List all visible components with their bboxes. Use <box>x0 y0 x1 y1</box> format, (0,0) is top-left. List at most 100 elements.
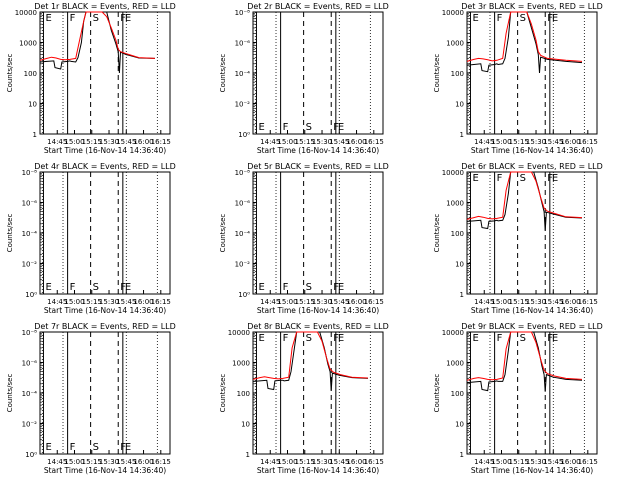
marker-label: F <box>70 282 76 293</box>
y-tick-label: 1000 <box>232 360 250 368</box>
panel-title: Det 1r BLACK = Events, RED = LLD <box>34 2 176 11</box>
y-tick-label: 10 <box>28 101 37 109</box>
marker-label: E <box>552 333 558 344</box>
marker-label: E <box>472 173 478 184</box>
events-line <box>39 11 156 74</box>
marker-label: E <box>258 122 264 133</box>
marker-label: S <box>520 173 526 184</box>
y-tick-label: 10⁰ <box>25 451 37 459</box>
x-tick-label: 16:00 <box>133 138 153 146</box>
panel-title: Det 4r BLACK = Events, RED = LLD <box>34 162 176 171</box>
x-tick-label: 15:30 <box>99 298 119 306</box>
panel-title: Det 8r BLACK = Events, RED = LLD <box>247 322 389 331</box>
x-tick-label: 15:00 <box>491 138 511 146</box>
y-tick-label: 10⁻² <box>235 261 251 269</box>
events-line <box>466 331 583 392</box>
x-tick-label: 15:15 <box>82 458 102 466</box>
x-tick-label: 16:00 <box>346 138 366 146</box>
x-axis-label: Start Time (16-Nov-14 14:36:40) <box>257 146 379 155</box>
panel-det-3: Det 3r BLACK = Events, RED = LLD 1 10 100 10… <box>433 2 603 155</box>
y-tick-label: 10⁻⁸ <box>235 9 251 17</box>
marker-label: F <box>497 173 503 184</box>
y-tick-label: 10⁻⁸ <box>22 329 38 337</box>
y-tick-label: 1 <box>246 451 250 459</box>
x-tick-label: 16:15 <box>578 298 598 306</box>
marker-label: F <box>283 333 289 344</box>
x-tick-label: 15:30 <box>526 138 546 146</box>
y-axis-label: Counts/sec <box>433 214 441 253</box>
x-tick-label: 15:15 <box>82 138 102 146</box>
x-tick-label: 15:15 <box>295 138 315 146</box>
x-axis-label: Start Time (16-Nov-14 14:36:40) <box>44 466 166 475</box>
x-tick-label: 15:30 <box>312 298 332 306</box>
x-tick-label: 15:30 <box>312 458 332 466</box>
x-tick-label: 15:15 <box>295 458 315 466</box>
x-axis-label: Start Time (16-Nov-14 14:36:40) <box>471 146 593 155</box>
y-tick-label: 1000 <box>446 40 464 48</box>
panel-frame <box>252 171 384 295</box>
panel-det-5: Det 5r BLACK = Events, RED = LLD 10⁰ 10⁻² 1… <box>219 162 389 315</box>
x-tick-label: 16:00 <box>560 458 580 466</box>
marker-label: S <box>520 13 526 24</box>
x-tick-label: 15:15 <box>82 298 102 306</box>
y-tick-label: 10⁻⁶ <box>22 200 38 208</box>
marker-label: F <box>497 333 503 344</box>
panel-title: Det 6r BLACK = Events, RED = LLD <box>461 162 603 171</box>
x-tick-label: 14:45 <box>47 458 67 466</box>
panel-frame <box>39 171 171 295</box>
marker-label: S <box>520 333 526 344</box>
y-axis-label: Counts/sec <box>433 54 441 93</box>
x-tick-label: 15:45 <box>329 298 349 306</box>
panel-det-6: Det 6r BLACK = Events, RED = LLD 1 10 100 10… <box>433 162 603 315</box>
marker-label: E <box>125 13 131 24</box>
marker-label: E <box>258 282 264 293</box>
marker-label: E <box>338 333 344 344</box>
marker-label: S <box>93 282 99 293</box>
y-tick-label: 10⁻⁸ <box>235 169 251 177</box>
marker-label: S <box>93 442 99 453</box>
marker-label: F <box>283 282 289 293</box>
events-line <box>466 171 583 231</box>
y-tick-label: 100 <box>237 390 250 398</box>
events-line <box>252 331 369 391</box>
x-tick-label: 15:00 <box>64 458 84 466</box>
panel-det-2: Det 2r BLACK = Events, RED = LLD 10⁰ 10⁻² 1… <box>219 2 389 155</box>
x-tick-label: 15:00 <box>277 298 297 306</box>
x-tick-label: 15:45 <box>116 138 136 146</box>
x-tick-label: 15:15 <box>509 458 529 466</box>
x-axis-label: Start Time (16-Nov-14 14:36:40) <box>257 306 379 315</box>
x-tick-label: 15:00 <box>491 458 511 466</box>
marker-label: E <box>125 442 131 453</box>
panel-det-4: Det 4r BLACK = Events, RED = LLD 10⁰ 10⁻² 1… <box>6 162 176 315</box>
y-tick-label: 10⁻⁴ <box>22 230 38 238</box>
lld-line <box>466 331 583 381</box>
x-tick-label: 16:00 <box>133 298 153 306</box>
y-tick-label: 1000 <box>446 360 464 368</box>
x-tick-label: 16:15 <box>578 458 598 466</box>
marker-label: E <box>552 13 558 24</box>
x-tick-label: 15:30 <box>526 298 546 306</box>
y-axis-label: Counts/sec <box>219 214 227 253</box>
x-tick-label: 14:45 <box>260 138 280 146</box>
y-axis-label: Counts/sec <box>6 374 14 413</box>
marker-label: S <box>93 13 99 24</box>
x-tick-label: 14:45 <box>474 138 494 146</box>
y-tick-label: 10⁻² <box>235 101 251 109</box>
marker-label: E <box>258 333 264 344</box>
panel-det-7: Det 7r BLACK = Events, RED = LLD 10⁰ 10⁻² 1… <box>6 322 176 475</box>
events-line <box>466 11 583 74</box>
lld-line <box>39 11 156 61</box>
x-tick-label: 16:00 <box>133 458 153 466</box>
marker-label: E <box>45 13 51 24</box>
y-tick-label: 10 <box>241 421 250 429</box>
y-axis-label: Counts/sec <box>219 54 227 93</box>
panel-frame <box>252 11 384 135</box>
y-tick-label: 100 <box>451 230 464 238</box>
y-tick-label: 10⁰ <box>238 131 250 139</box>
marker-label: S <box>306 122 312 133</box>
y-axis-label: Counts/sec <box>6 54 14 93</box>
x-tick-label: 15:00 <box>64 138 84 146</box>
y-tick-label: 10 <box>455 101 464 109</box>
x-tick-label: 16:00 <box>346 458 366 466</box>
